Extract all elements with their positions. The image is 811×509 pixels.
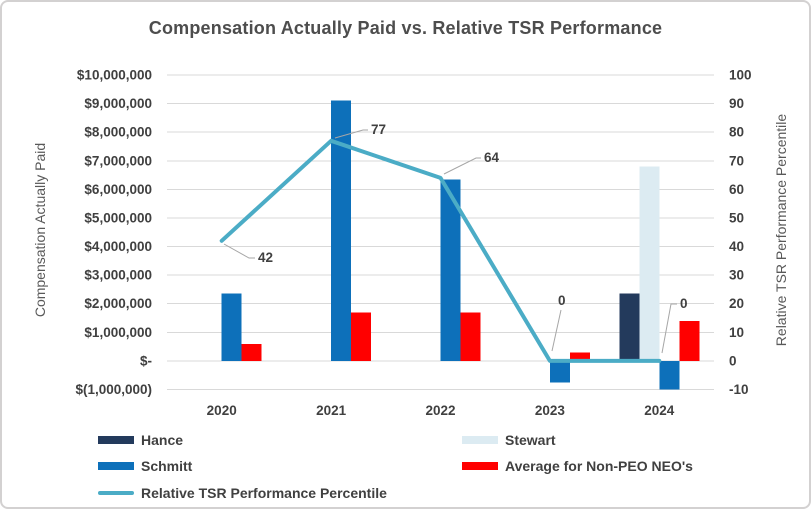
left-axis-tick: $8,000,000: [84, 125, 152, 140]
left-axis-tick: $(1,000,000): [75, 382, 152, 397]
line-data-label: 0: [680, 296, 688, 311]
bar-schmitt-2024: [659, 360, 680, 390]
right-axis-tick: 80: [729, 125, 744, 140]
legend-item-stewart: Stewart: [462, 431, 556, 448]
data-label-leader: [661, 303, 677, 354]
x-axis-label: 2024: [644, 403, 675, 418]
right-axis-tick: 90: [729, 96, 744, 111]
data-label-leader: [334, 129, 368, 139]
x-axis-label: 2021: [316, 403, 347, 418]
legend-label: Relative TSR Performance Percentile: [141, 484, 387, 501]
legend-item-relative-tsr-performance-percentile: Relative TSR Performance Percentile: [98, 484, 387, 501]
legend-swatch: [98, 462, 134, 470]
left-axis-tick: $5,000,000: [84, 210, 152, 225]
legend-label: Stewart: [505, 431, 556, 448]
x-axis-label: 2023: [535, 403, 566, 418]
legend-swatch: [462, 435, 498, 444]
line-data-label: 77: [371, 122, 386, 137]
chart-title: Compensation Actually Paid vs. Relative …: [148, 18, 663, 38]
bar-average-for-non-peo-neo-s-2020: [241, 343, 262, 361]
bar-schmitt-2022: [440, 179, 461, 361]
bar-schmitt-2021: [331, 100, 352, 361]
right-axis-tick: 40: [729, 239, 744, 254]
right-axis-tick: 50: [729, 210, 744, 225]
line-data-label: 64: [484, 150, 500, 165]
legend-label: Schmitt: [141, 458, 193, 474]
legend-swatch: [98, 435, 134, 444]
left-axis-tick: $9,000,000: [84, 96, 152, 111]
legend-label: Hance: [141, 431, 184, 448]
bar-average-for-non-peo-neo-s-2021: [351, 312, 372, 361]
left-axis-tick: $-: [140, 353, 152, 368]
bar-stewart-2024: [639, 166, 660, 361]
line-data-label: 42: [258, 250, 273, 265]
left-axis-tick: $3,000,000: [84, 268, 152, 283]
right-axis-tick: 0: [729, 353, 737, 368]
legend-swatch: [98, 490, 134, 495]
left-axis-tick: $4,000,000: [84, 239, 152, 254]
legend-swatch: [462, 462, 498, 470]
legend-item-hance: Hance: [98, 431, 184, 448]
bar-schmitt-2020: [221, 293, 242, 361]
legend-item-schmitt: Schmitt: [98, 458, 193, 474]
tsr-percentile-line: [219, 138, 662, 363]
right-axis-tick: 70: [729, 153, 744, 168]
x-axis-label: 2020: [207, 403, 237, 418]
x-axis-label: 2022: [425, 403, 455, 418]
bar-hance-2024: [619, 293, 640, 361]
right-axis-tick: -10: [729, 382, 749, 397]
right-axis-tick: 60: [729, 182, 744, 197]
data-label-leader: [443, 157, 481, 175]
left-axis-tick: $2,000,000: [84, 296, 152, 311]
right-axis-tick: 10: [729, 325, 744, 340]
right-axis-tick: 100: [729, 68, 752, 83]
left-axis-tick: $1,000,000: [84, 325, 152, 340]
bar-average-for-non-peo-neo-s-2024: [679, 320, 700, 361]
legend-item-average-for-non-peo-neo-s: Average for Non-PEO NEO's: [462, 458, 693, 474]
data-label-leader: [223, 243, 255, 259]
data-label-leader: [551, 309, 562, 352]
bar-average-for-non-peo-neo-s-2022: [460, 312, 481, 361]
legend-label: Average for Non-PEO NEO's: [505, 458, 693, 474]
left-axis-tick: $6,000,000: [84, 182, 152, 197]
bar-average-for-non-peo-neo-s-2023: [569, 352, 590, 361]
bar-schmitt-2023: [549, 360, 570, 383]
left-axis-tick: $10,000,000: [77, 68, 152, 83]
line-data-label: 0: [558, 293, 566, 308]
right-axis-tick: 30: [729, 268, 744, 283]
right-axis-tick: 20: [729, 296, 744, 311]
left-axis-tick: $7,000,000: [84, 153, 152, 168]
